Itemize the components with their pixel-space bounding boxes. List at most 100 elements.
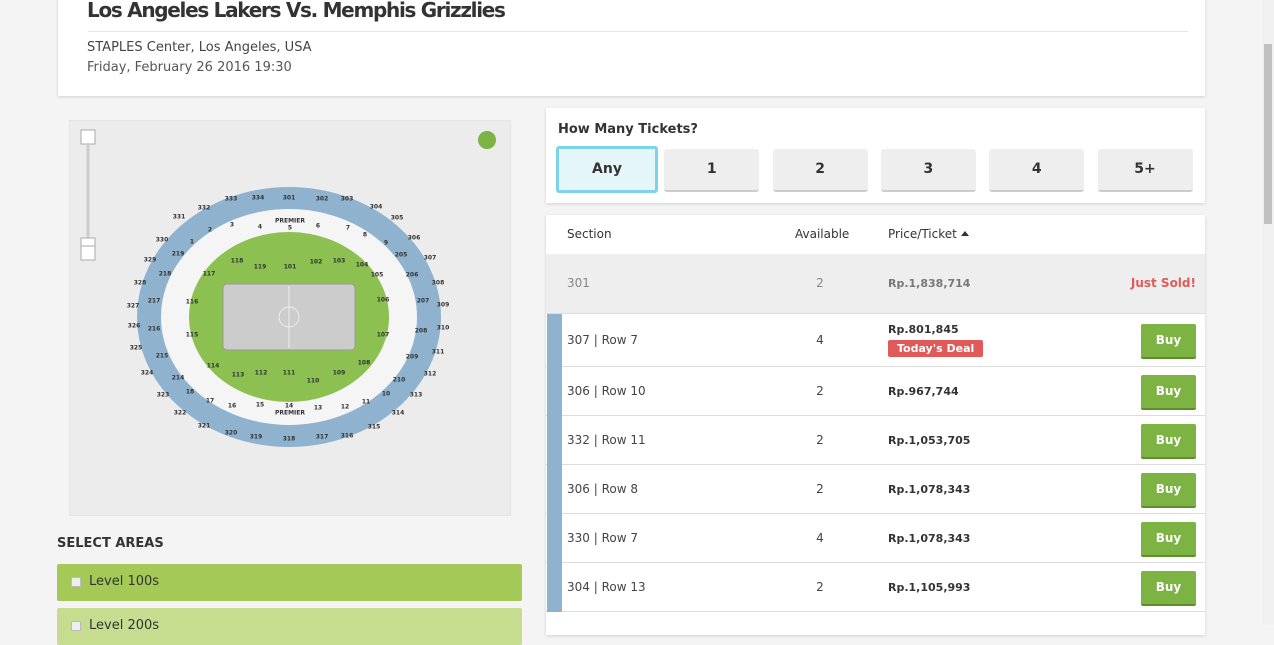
count-option[interactable]: 3 [880, 149, 976, 192]
section-label[interactable]: 307 [424, 255, 437, 262]
section-label[interactable]: 217 [148, 298, 161, 305]
section-label[interactable]: 320 [225, 430, 238, 437]
buy-button[interactable]: Buy [1141, 472, 1196, 508]
section-label[interactable]: 116 [186, 299, 199, 306]
section-label[interactable]: 214 [172, 375, 185, 382]
section-label[interactable]: 324 [141, 370, 154, 377]
section-label[interactable]: 114 [207, 363, 220, 370]
section-label[interactable]: 6 [316, 223, 320, 230]
section-label[interactable]: 112 [255, 370, 268, 377]
section-label[interactable]: 208 [415, 328, 428, 335]
section-label[interactable]: 218 [159, 271, 172, 278]
section-label[interactable]: 105 [371, 272, 384, 279]
section-label[interactable]: 330 [156, 237, 169, 244]
section-label[interactable]: 102 [310, 259, 323, 266]
section-label[interactable]: 16 [228, 403, 236, 410]
section-label[interactable]: 118 [231, 258, 244, 265]
section-label[interactable]: 319 [250, 434, 263, 441]
section-label[interactable]: 18 [186, 389, 194, 396]
column-header[interactable]: Price/Ticket [888, 227, 957, 241]
section-label[interactable]: 328 [134, 280, 147, 287]
section-label[interactable]: 318 [283, 436, 296, 443]
section-label[interactable]: 17 [206, 398, 214, 405]
section-label[interactable]: 316 [341, 433, 354, 440]
section-label[interactable]: 113 [232, 372, 245, 379]
section-label[interactable]: 8 [363, 232, 367, 239]
section-label[interactable]: 331 [173, 214, 186, 221]
seat-map[interactable]: 331 332 333 334 301 302 303 304 305 306 307 308 309 3… [69, 120, 511, 516]
section-label[interactable]: 313 [410, 392, 423, 399]
section-label[interactable]: 333 [225, 196, 238, 203]
section-label[interactable]: 309 [437, 302, 450, 309]
count-option[interactable]: 1 [664, 149, 760, 192]
zoom-out[interactable] [80, 245, 96, 261]
section-label[interactable]: 321 [198, 423, 211, 430]
section-label[interactable]: 109 [333, 370, 346, 377]
section-label[interactable]: 302 [316, 196, 329, 203]
section-label[interactable]: 111 [283, 370, 296, 377]
section-label[interactable]: 15 [256, 402, 264, 409]
section-label[interactable]: 325 [130, 345, 143, 352]
section-label[interactable]: 5 [288, 225, 292, 232]
section-label[interactable]: 1 [190, 239, 194, 246]
section-label[interactable]: 9 [384, 240, 388, 247]
section-label[interactable]: 210 [393, 377, 406, 384]
section-label[interactable]: 7 [346, 225, 350, 232]
section-label[interactable]: 119 [254, 264, 267, 271]
section-label[interactable]: 103 [333, 258, 346, 265]
zoom-handle[interactable] [80, 237, 96, 247]
zoom-in[interactable] [80, 129, 96, 145]
section-label[interactable]: 329 [144, 257, 157, 264]
info-icon[interactable] [478, 131, 496, 149]
count-option[interactable]: Any [556, 146, 658, 193]
section-label[interactable]: 326 [128, 323, 141, 330]
section-label[interactable]: 308 [432, 280, 445, 287]
section-label[interactable]: 317 [316, 434, 329, 441]
premier-label[interactable]: PREMIER [275, 218, 305, 225]
count-option[interactable]: 4 [989, 149, 1085, 192]
section-label[interactable]: 323 [157, 392, 170, 399]
section-label[interactable]: 334 [252, 195, 265, 202]
section-label[interactable]: 11 [362, 399, 370, 406]
area-filter[interactable]: Level 200s [57, 608, 522, 645]
area-filter[interactable]: Level 100s [57, 564, 522, 601]
section-label[interactable]: 10 [382, 391, 390, 398]
section-label[interactable]: 216 [148, 326, 161, 333]
section-label[interactable]: 110 [307, 378, 320, 385]
section-label[interactable]: 332 [198, 205, 211, 212]
section-label[interactable]: 209 [406, 354, 419, 361]
premier-label[interactable]: PREMIER [275, 410, 305, 417]
section-label[interactable]: 115 [186, 332, 199, 339]
section-label[interactable]: 327 [127, 303, 140, 310]
section-label[interactable]: 3 [230, 222, 234, 229]
section-label[interactable]: 219 [172, 251, 185, 258]
section-label[interactable]: 4 [258, 224, 262, 231]
section-label[interactable]: 101 [284, 264, 297, 271]
buy-button[interactable]: Buy [1141, 570, 1196, 606]
buy-button[interactable]: Buy [1141, 374, 1196, 410]
section-label[interactable]: 2 [208, 227, 212, 234]
buy-button[interactable]: Buy [1141, 323, 1196, 359]
buy-button[interactable]: Buy [1141, 423, 1196, 459]
count-option[interactable]: 2 [772, 149, 868, 192]
section-label[interactable]: 315 [368, 424, 381, 431]
section-label[interactable]: 12 [341, 404, 349, 411]
section-label[interactable]: 117 [203, 271, 216, 278]
section-label[interactable]: 310 [437, 325, 450, 332]
section-label[interactable]: 108 [358, 360, 371, 367]
section-label[interactable]: 104 [356, 262, 369, 269]
section-label[interactable]: 215 [156, 353, 169, 360]
section-label[interactable]: 106 [377, 297, 390, 304]
section-label[interactable]: 312 [424, 371, 437, 378]
section-label[interactable]: 303 [341, 196, 354, 203]
section-label[interactable]: 14 [285, 403, 293, 410]
count-option[interactable]: 5+ [1097, 149, 1193, 192]
section-label[interactable]: 314 [392, 410, 405, 417]
section-label[interactable]: 322 [174, 410, 187, 417]
section-label[interactable]: 305 [391, 215, 404, 222]
section-label[interactable]: 301 [283, 195, 296, 202]
buy-button[interactable]: Buy [1141, 521, 1196, 557]
section-label[interactable]: 13 [314, 405, 322, 412]
section-label[interactable]: 205 [395, 252, 408, 259]
section-label[interactable]: 206 [406, 272, 419, 279]
